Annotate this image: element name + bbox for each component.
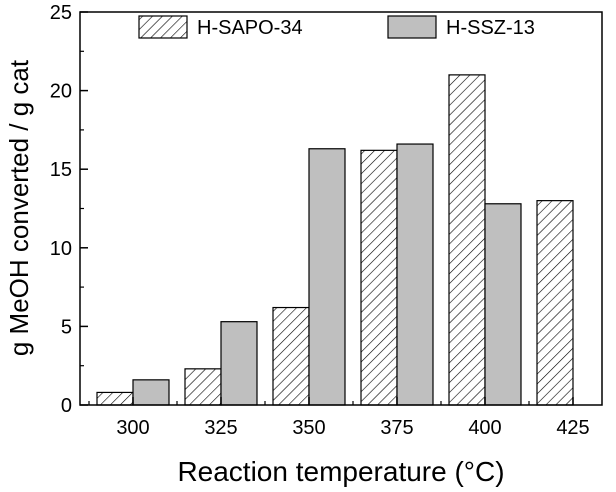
x-tick-label: 425 [556,417,589,439]
y-tick-label: 0 [61,395,72,417]
x-tick-label: 350 [292,417,325,439]
y-tick-label: 15 [50,159,72,181]
y-tick-label: 5 [61,316,72,338]
bar-h-sapo-34-400 [448,74,486,406]
y-axis: 0 5 10 15 20 25 [50,2,88,417]
bar-h-ssz-13-300 [132,379,170,406]
x-axis-title: Reaction temperature (°C) [177,456,504,487]
y-tick-label: 10 [50,238,72,260]
y-tick-label: 25 [50,2,72,24]
legend-swatch-h-sapo-34 [138,15,188,39]
bar-h-sapo-34-375 [360,149,398,406]
legend-item-h-sapo-34: H-SAPO-34 [138,15,303,39]
bar-h-ssz-13-375 [396,143,434,406]
y-tick-label: 20 [50,81,72,103]
x-tick-label: 300 [116,417,149,439]
x-tick-label: 375 [380,417,413,439]
legend-label-h-sapo-34: H-SAPO-34 [197,17,303,39]
bar-h-sapo-34-325 [184,368,222,406]
legend-swatch-h-ssz-13 [387,15,437,39]
bar-h-ssz-13-325 [220,321,258,406]
bar-h-sapo-34-425 [536,200,574,406]
x-tick-label: 400 [468,417,501,439]
bar-h-sapo-34-350 [272,306,310,406]
y-axis-title: g MeOH converted / g cat [4,59,34,356]
legend-label-h-ssz-13: H-SSZ-13 [446,17,535,39]
legend-item-h-ssz-13: H-SSZ-13 [387,15,535,39]
bar-h-ssz-13-400 [484,203,522,406]
bar-h-ssz-13-350 [308,148,346,406]
bars-group [96,74,574,406]
bar-h-sapo-34-300 [96,391,134,406]
x-tick-label: 325 [204,417,237,439]
legend: H-SAPO-34 H-SSZ-13 [138,15,535,39]
x-axis: 300 325 350 375 400 425 [88,397,590,439]
